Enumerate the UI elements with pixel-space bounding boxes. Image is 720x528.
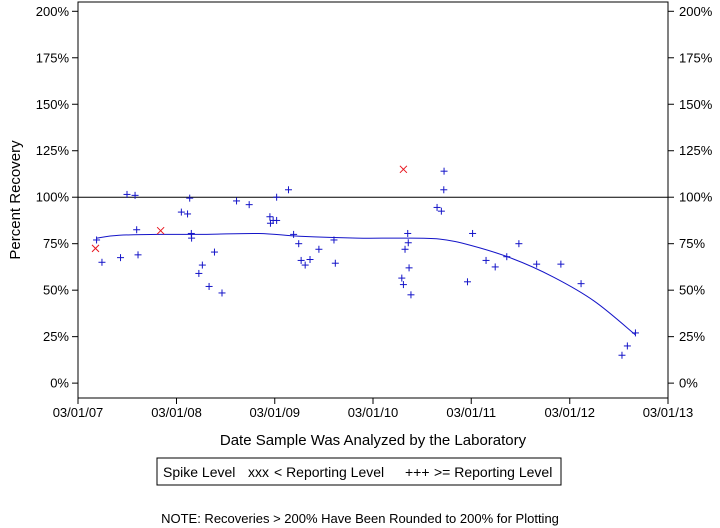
point-above-reporting-level bbox=[315, 245, 323, 253]
point-above-reporting-level bbox=[284, 186, 292, 194]
point-above-reporting-level bbox=[331, 259, 339, 267]
x-tick-label: 03/01/13 bbox=[643, 405, 694, 420]
point-above-reporting-level bbox=[405, 264, 413, 272]
point-above-reporting-level bbox=[557, 260, 565, 268]
x-tick-label: 03/01/07 bbox=[53, 405, 104, 420]
y-tick-label-left: 175% bbox=[36, 50, 70, 65]
y-tick-label-right: 50% bbox=[679, 283, 705, 298]
x-tick-label: 03/01/12 bbox=[544, 405, 595, 420]
point-above-reporting-level bbox=[295, 240, 303, 248]
y-tick-label-left: 125% bbox=[36, 143, 70, 158]
point-above-reporting-level bbox=[233, 197, 241, 205]
y-tick-label-right: 100% bbox=[679, 190, 713, 205]
point-above-reporting-level bbox=[131, 191, 139, 199]
y-tick-label-left: 200% bbox=[36, 4, 70, 19]
legend: Spike Level xxx < Reporting Level +++ >=… bbox=[156, 457, 562, 486]
point-above-reporting-level bbox=[93, 236, 101, 244]
y-tick-label-right: 200% bbox=[679, 4, 713, 19]
point-above-reporting-level bbox=[577, 280, 585, 288]
point-above-reporting-level bbox=[463, 278, 471, 286]
x-tick-label: 03/01/08 bbox=[151, 405, 202, 420]
point-above-reporting-level bbox=[306, 255, 314, 263]
point-above-reporting-level bbox=[407, 291, 415, 299]
point-above-reporting-level bbox=[301, 261, 309, 269]
point-below-reporting-level bbox=[399, 165, 408, 174]
y-tick-label-right: 175% bbox=[679, 50, 713, 65]
legend-symbol-above: +++ bbox=[405, 464, 430, 480]
legend-label-above: >= Reporting Level bbox=[434, 464, 552, 480]
point-above-reporting-level bbox=[177, 208, 185, 216]
point-above-reporting-level bbox=[623, 342, 631, 350]
point-above-reporting-level bbox=[188, 234, 196, 242]
y-tick-label-right: 25% bbox=[679, 329, 705, 344]
point-above-reporting-level bbox=[123, 190, 131, 198]
y-tick-label-left: 150% bbox=[36, 97, 70, 112]
point-above-reporting-level bbox=[399, 281, 407, 289]
point-above-reporting-level bbox=[469, 229, 477, 237]
point-above-reporting-level bbox=[184, 210, 192, 218]
y-tick-label-right: 125% bbox=[679, 143, 713, 158]
y-tick-label-left: 50% bbox=[43, 283, 69, 298]
y-tick-label-right: 75% bbox=[679, 236, 705, 251]
x-axis-title: Date Sample Was Analyzed by the Laborato… bbox=[220, 432, 527, 449]
y-tick-label-left: 0% bbox=[50, 376, 69, 391]
point-above-reporting-level bbox=[404, 239, 412, 247]
point-above-reporting-level bbox=[437, 207, 445, 215]
plot-note: NOTE: Recoveries > 200% Have Been Rounde… bbox=[161, 511, 559, 526]
point-above-reporting-level bbox=[98, 258, 106, 266]
plot-area bbox=[91, 165, 639, 359]
right-y-axis: 0% 25% 50% 75% 100% 125% 150% 175% 200% bbox=[668, 4, 713, 391]
plot-frame bbox=[77, 1, 669, 399]
x-tick-label: 03/01/09 bbox=[249, 405, 300, 420]
point-above-reporting-level bbox=[404, 229, 412, 237]
legend-box bbox=[156, 457, 562, 486]
point-above-reporting-level bbox=[631, 329, 639, 337]
point-above-reporting-level bbox=[297, 256, 305, 264]
point-above-reporting-level bbox=[398, 274, 406, 282]
point-above-reporting-level bbox=[401, 245, 409, 253]
y-tick-label-left: 100% bbox=[36, 190, 70, 205]
point-above-reporting-level bbox=[134, 251, 142, 259]
point-above-reporting-level bbox=[330, 236, 338, 244]
point-above-reporting-level bbox=[503, 253, 511, 261]
x-tick-label: 03/01/11 bbox=[446, 405, 496, 420]
trend-line bbox=[96, 232, 636, 336]
point-above-reporting-level bbox=[515, 240, 523, 248]
point-above-reporting-level bbox=[195, 269, 203, 277]
y-tick-label-left: 25% bbox=[43, 329, 69, 344]
point-below-reporting-level bbox=[91, 244, 100, 253]
legend-title: Spike Level bbox=[163, 464, 235, 480]
point-above-reporting-level bbox=[533, 260, 541, 268]
point-above-reporting-level bbox=[198, 261, 206, 269]
point-above-reporting-level bbox=[117, 254, 125, 262]
point-above-reporting-level bbox=[273, 193, 281, 201]
legend-label-below: < Reporting Level bbox=[274, 464, 384, 480]
x-tick-label: 03/01/10 bbox=[348, 405, 399, 420]
legend-symbol-below: xxx bbox=[248, 464, 269, 480]
point-above-reporting-level bbox=[205, 282, 213, 290]
point-above-reporting-level bbox=[218, 289, 226, 297]
point-above-reporting-level bbox=[440, 167, 448, 175]
left-y-axis: 0% 25% 50% 75% 100% 125% 150% 175% 200% bbox=[36, 4, 78, 391]
y-tick-label-right: 150% bbox=[679, 97, 713, 112]
y-axis-title: Percent Recovery bbox=[7, 140, 24, 260]
point-above-reporting-level bbox=[186, 194, 194, 202]
x-axis: 03/01/07 03/01/08 03/01/09 03/01/10 03/01/11… bbox=[53, 398, 694, 420]
point-above-reporting-level bbox=[290, 230, 298, 238]
point-below-reporting-level bbox=[156, 226, 165, 235]
point-above-reporting-level bbox=[245, 201, 253, 209]
point-above-reporting-level bbox=[440, 186, 448, 194]
point-above-reporting-level bbox=[266, 213, 274, 221]
point-above-reporting-level bbox=[482, 256, 490, 264]
point-above-reporting-level bbox=[133, 226, 141, 234]
point-above-reporting-level bbox=[618, 351, 626, 359]
point-above-reporting-level bbox=[491, 263, 499, 271]
point-above-reporting-level bbox=[210, 248, 218, 256]
y-tick-label-right: 0% bbox=[679, 376, 698, 391]
y-tick-label-left: 75% bbox=[43, 236, 69, 251]
point-above-reporting-level bbox=[433, 203, 441, 211]
point-above-reporting-level bbox=[273, 216, 281, 224]
